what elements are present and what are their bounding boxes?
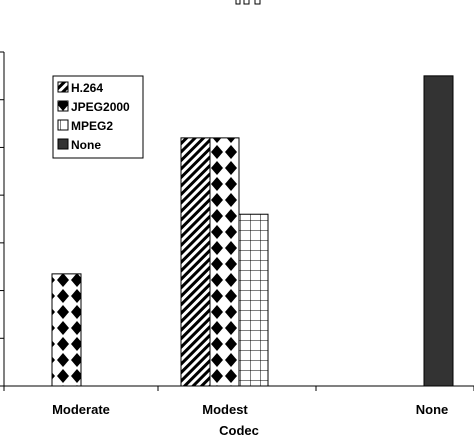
bar-mpeg2-modest [238, 213, 269, 387]
legend-swatch [57, 138, 69, 150]
x-tick-label: Moderate [52, 402, 110, 417]
legend-label: H.264 [71, 81, 103, 95]
legend-label: JPEG2000 [71, 100, 130, 114]
title-fragment [235, 0, 261, 5]
legend: H.264 JPEG2000 MPEG2 None [52, 75, 144, 159]
legend-swatch [57, 119, 69, 131]
x-tick-labels: Moderate Modest None [52, 402, 448, 417]
bars [51, 75, 454, 387]
x-axis-label: Codec [219, 423, 259, 438]
x-tick-label: Modest [202, 402, 248, 417]
bar-jpeg2000-moderate [51, 273, 82, 387]
legend-swatch [57, 100, 69, 112]
bar-jpeg2000-modest [209, 137, 240, 387]
x-tick-label: None [416, 402, 449, 417]
bar-none-none [423, 75, 454, 387]
legend-swatch [57, 81, 69, 93]
legend-label: None [71, 138, 101, 152]
bar-h264-modest [180, 137, 211, 387]
legend-label: MPEG2 [71, 119, 113, 133]
